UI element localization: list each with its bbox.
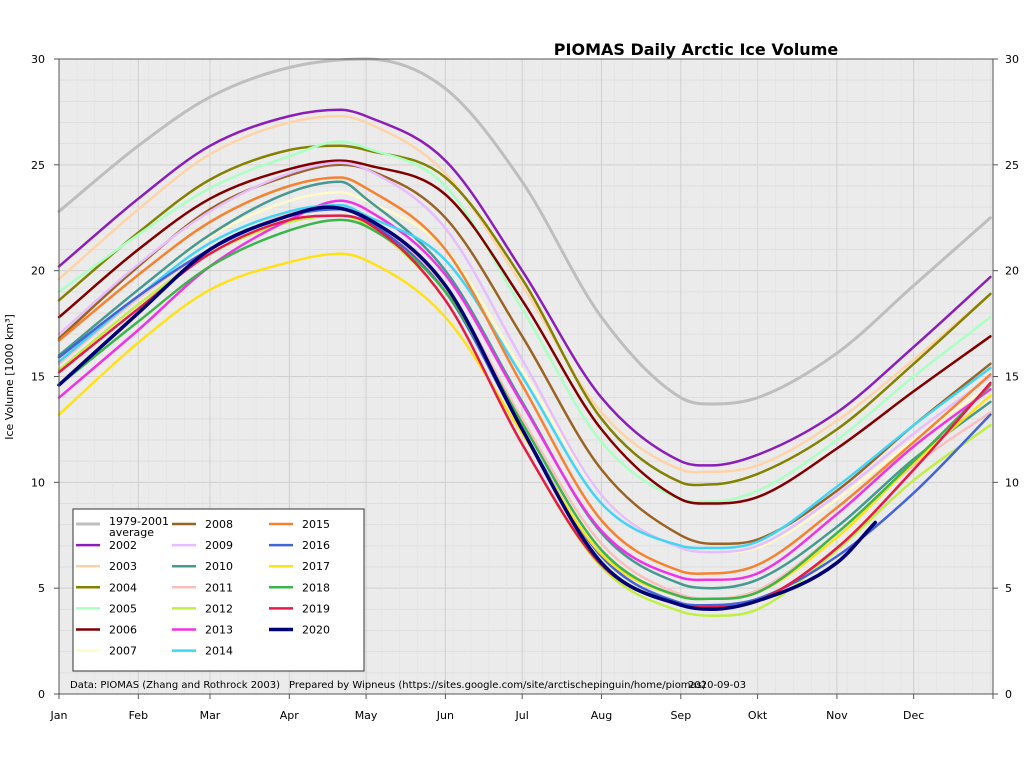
series-line-2014 <box>57 203 992 550</box>
x-tick-label: Okt <box>748 709 768 722</box>
legend-label: 2015 <box>302 518 330 531</box>
series-line-2006 <box>57 159 992 505</box>
x-tick-label: May <box>355 709 378 722</box>
series-line-2005 <box>57 140 992 504</box>
y-tick-label: 10 <box>31 476 45 489</box>
x-tick-label: Dec <box>903 709 924 722</box>
legend-label: 2019 <box>302 602 330 615</box>
legend-label: 2007 <box>109 645 137 658</box>
x-tick-label: Feb <box>129 709 148 722</box>
y-tick-label-right: 0 <box>1005 688 1012 701</box>
x-tick-label: Jul <box>515 709 529 722</box>
legend-label: 2020 <box>302 624 330 637</box>
note-data-source: Data: PIOMAS (Zhang and Rothrock 2003) <box>70 680 280 691</box>
legend-label: 2008 <box>205 518 233 531</box>
note-prepared-by: Prepared by Wipneus (https://sites.googl… <box>289 680 706 691</box>
y-tick-label-right: 30 <box>1005 53 1019 66</box>
series-line-2009 <box>57 161 992 554</box>
y-tick-label-right: 5 <box>1005 582 1012 595</box>
legend-label: 2004 <box>109 581 137 594</box>
legend-label: 2011 <box>205 581 233 594</box>
y-tick-label: 0 <box>38 688 45 701</box>
legend-label: 1979-2001 average <box>109 515 169 539</box>
y-tick-label: 5 <box>38 582 45 595</box>
y-tick-label-right: 15 <box>1005 371 1019 384</box>
legend-label: 2012 <box>205 602 233 615</box>
legend-label: 2010 <box>205 560 233 573</box>
series-line-2018 <box>57 218 992 601</box>
x-tick-label: Jun <box>436 709 454 722</box>
x-tick-label: Apr <box>280 709 300 722</box>
y-tick-label: 30 <box>31 53 45 66</box>
legend-label: 2006 <box>109 624 137 637</box>
chart-title: PIOMAS Daily Arctic Ice Volume <box>554 40 839 59</box>
series-line-2008 <box>57 163 992 546</box>
series-line-2013 <box>57 199 992 582</box>
x-tick-label: Aug <box>591 709 612 722</box>
series-line-2003 <box>57 114 992 474</box>
x-tick-label: Jan <box>50 709 68 722</box>
note-date: 2020-09-03 <box>688 680 746 691</box>
series-line-2004 <box>57 144 992 487</box>
legend-label: 2018 <box>302 581 330 594</box>
data-source-note: Data: PIOMAS (Zhang and Rothrock 2003) P… <box>70 680 746 691</box>
legend-box <box>72 508 365 672</box>
series-line-2002 <box>57 108 992 467</box>
series-line-2017 <box>57 252 992 601</box>
y-tick-label-right: 10 <box>1005 476 1019 489</box>
y-tick-label: 20 <box>31 265 45 278</box>
series-line-1979-2001-average <box>57 57 992 406</box>
legend-label: 2017 <box>302 560 330 573</box>
series-line-2019 <box>57 214 992 609</box>
series-line-2007 <box>57 191 992 554</box>
x-tick-label: Nov <box>826 709 848 722</box>
legend-label: 2016 <box>302 539 330 552</box>
y-tick-label: 15 <box>31 371 45 384</box>
legend-label: 2005 <box>109 602 137 615</box>
x-tick-label: Sep <box>670 709 691 722</box>
legend-label: 2009 <box>205 539 233 552</box>
y-tick-label: 25 <box>31 159 45 172</box>
x-tick-label: Mar <box>200 709 221 722</box>
legend-label: 2013 <box>205 624 233 637</box>
series-line-2020 <box>57 205 878 612</box>
legend-label: 2014 <box>205 645 233 658</box>
y-axis-title: Ice Volume [1000 km³] <box>3 314 16 440</box>
y-tick-label-right: 20 <box>1005 265 1019 278</box>
y-tick-label-right: 25 <box>1005 159 1019 172</box>
series-line-2015 <box>57 176 992 575</box>
legend-label: 2002 <box>109 539 137 552</box>
legend-label: 2003 <box>109 560 137 573</box>
